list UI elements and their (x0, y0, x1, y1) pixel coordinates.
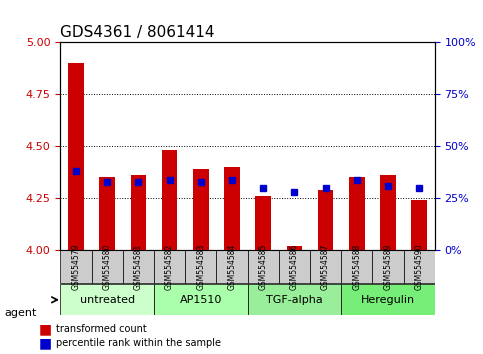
FancyBboxPatch shape (341, 284, 435, 315)
Bar (412, 200, 427, 250)
Bar (193, 169, 209, 250)
Text: GSM554586: GSM554586 (290, 243, 299, 290)
FancyBboxPatch shape (60, 284, 154, 315)
Text: percentile rank within the sample: percentile rank within the sample (56, 338, 221, 348)
Bar (99, 177, 115, 250)
Text: GSM554588: GSM554588 (352, 243, 361, 290)
Bar (256, 196, 271, 250)
FancyBboxPatch shape (185, 250, 216, 282)
Text: GSM554583: GSM554583 (196, 243, 205, 290)
FancyBboxPatch shape (341, 250, 372, 282)
FancyBboxPatch shape (154, 250, 185, 282)
Bar (349, 177, 365, 250)
Text: GSM554581: GSM554581 (134, 243, 143, 290)
FancyBboxPatch shape (154, 284, 247, 315)
Text: GSM554589: GSM554589 (384, 243, 392, 290)
FancyBboxPatch shape (247, 250, 279, 282)
Text: GSM554584: GSM554584 (227, 243, 237, 290)
Bar (286, 246, 302, 250)
Text: ■: ■ (39, 336, 52, 350)
FancyBboxPatch shape (60, 250, 92, 282)
FancyBboxPatch shape (279, 250, 310, 282)
Text: GSM554582: GSM554582 (165, 243, 174, 290)
Text: TGF-alpha: TGF-alpha (266, 295, 323, 305)
Bar (130, 175, 146, 250)
FancyBboxPatch shape (123, 250, 154, 282)
Bar (68, 63, 84, 250)
FancyBboxPatch shape (403, 250, 435, 282)
FancyBboxPatch shape (372, 250, 403, 282)
Text: GDS4361 / 8061414: GDS4361 / 8061414 (60, 25, 215, 40)
Text: transformed count: transformed count (56, 324, 146, 334)
FancyBboxPatch shape (247, 284, 341, 315)
Bar (162, 150, 177, 250)
Text: AP1510: AP1510 (180, 295, 222, 305)
Text: GSM554587: GSM554587 (321, 243, 330, 290)
FancyBboxPatch shape (216, 250, 247, 282)
Text: agent: agent (5, 308, 37, 318)
Text: ■: ■ (39, 322, 52, 336)
Text: GSM554580: GSM554580 (103, 243, 112, 290)
Bar (318, 190, 333, 250)
FancyBboxPatch shape (310, 250, 341, 282)
Text: GSM554590: GSM554590 (414, 243, 424, 290)
Text: GSM554585: GSM554585 (258, 243, 268, 290)
Bar (380, 175, 396, 250)
Text: untreated: untreated (80, 295, 135, 305)
FancyBboxPatch shape (92, 250, 123, 282)
Text: GSM554579: GSM554579 (71, 243, 81, 290)
Bar (224, 167, 240, 250)
Text: Heregulin: Heregulin (361, 295, 415, 305)
